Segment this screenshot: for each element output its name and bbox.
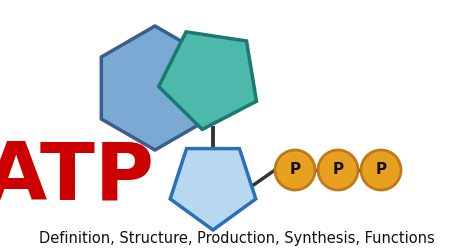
Polygon shape: [170, 149, 256, 230]
Text: P: P: [376, 162, 386, 178]
Text: P: P: [333, 162, 343, 178]
Circle shape: [361, 150, 401, 190]
Text: ATP: ATP: [0, 139, 155, 217]
Circle shape: [275, 150, 315, 190]
Text: P: P: [289, 162, 300, 178]
Polygon shape: [101, 26, 209, 150]
Text: Definition, Structure, Production, Synthesis, Functions: Definition, Structure, Production, Synth…: [39, 230, 434, 246]
Polygon shape: [159, 32, 256, 129]
Circle shape: [318, 150, 358, 190]
